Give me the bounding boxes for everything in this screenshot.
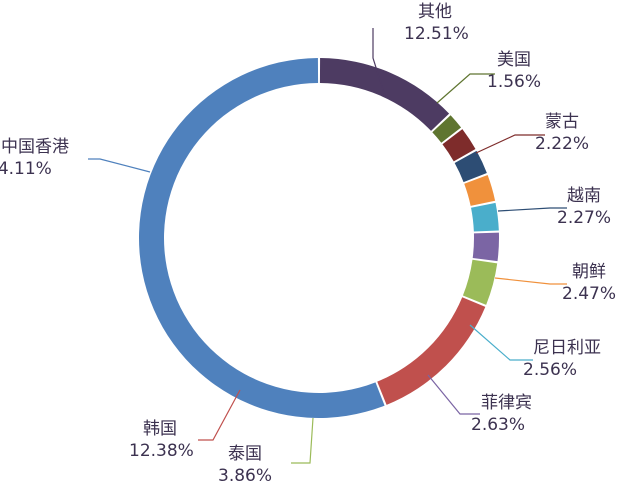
category-label-2: 美国 xyxy=(497,50,531,70)
category-label-3: 蒙古 xyxy=(545,112,579,132)
leader-line-8 xyxy=(291,417,314,464)
category-label-4: 越南 xyxy=(567,186,601,206)
leader-line-10 xyxy=(88,158,151,173)
value-label-7: 2.63% xyxy=(471,415,525,435)
category-label-9: 韩国 xyxy=(143,419,177,439)
value-label-3: 2.22% xyxy=(535,134,589,154)
leader-line-5 xyxy=(494,277,567,285)
slice-3 xyxy=(442,129,476,162)
value-label-2: 1.56% xyxy=(487,72,541,92)
leader-line-7 xyxy=(427,374,480,415)
slice-2 xyxy=(432,115,462,143)
value-label-6: 2.56% xyxy=(523,360,577,380)
slice-8 xyxy=(462,259,498,305)
leader-line-1 xyxy=(372,28,386,97)
slice-6 xyxy=(471,202,499,232)
leader-line-3 xyxy=(475,134,545,154)
slice-5 xyxy=(464,175,496,206)
slice-group xyxy=(139,58,499,418)
slice-10 xyxy=(139,58,385,418)
leader-line-group xyxy=(88,28,567,464)
leader-line-2 xyxy=(436,73,495,104)
category-label-10: 中国香港 xyxy=(1,137,69,157)
value-label-9: 12.38% xyxy=(129,441,194,461)
category-label-5: 朝鲜 xyxy=(572,262,606,282)
category-label-8: 泰国 xyxy=(228,444,262,464)
leader-line-4 xyxy=(497,207,567,212)
slice-7 xyxy=(472,232,499,262)
category-label-6: 尼日利亚 xyxy=(533,338,601,358)
category-label-1: 其他 xyxy=(418,2,452,22)
slice-4 xyxy=(454,150,487,183)
leader-line-6 xyxy=(469,324,533,361)
value-label-10: 54.11% xyxy=(0,159,52,179)
value-label-8: 3.86% xyxy=(218,466,272,485)
leader-line-9 xyxy=(198,389,241,441)
value-label-4: 2.27% xyxy=(557,208,611,228)
value-label-1: 12.51% xyxy=(404,24,469,44)
slice-9 xyxy=(377,297,486,405)
category-label-7: 菲律宾 xyxy=(481,393,532,413)
value-label-5: 2.47% xyxy=(562,284,616,304)
